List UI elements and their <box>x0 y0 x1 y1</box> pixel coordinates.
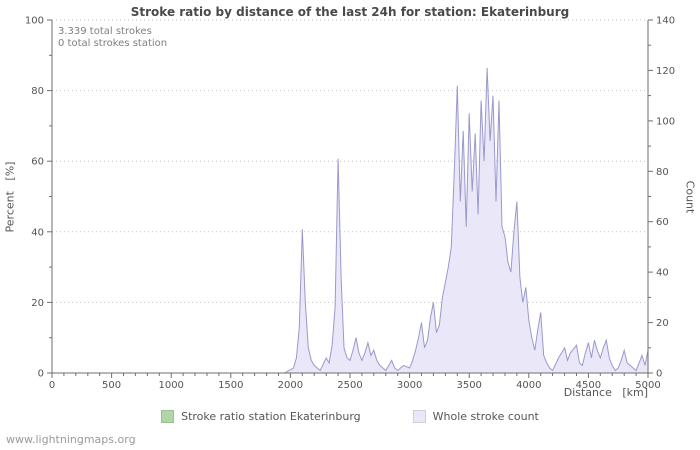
series-area <box>52 67 649 374</box>
legend-swatch-stroke-ratio <box>161 410 175 423</box>
svg-text:0: 0 <box>38 369 44 380</box>
svg-text:120: 120 <box>656 66 675 77</box>
chart-legend: Stroke ratio station Ekaterinburg Whole … <box>0 410 700 423</box>
svg-text:500: 500 <box>102 380 121 391</box>
svg-text:140: 140 <box>656 16 675 27</box>
annotation-text: 0 total strokes station <box>58 38 167 49</box>
chart-title: Stroke ratio by distance of the last 24h… <box>130 5 570 19</box>
svg-text:1000: 1000 <box>158 380 183 391</box>
svg-text:40: 40 <box>31 227 44 238</box>
svg-text:100: 100 <box>25 16 44 27</box>
legend-label-whole-stroke-count: Whole stroke count <box>432 410 539 423</box>
svg-text:20: 20 <box>656 318 669 329</box>
svg-text:0: 0 <box>656 369 662 380</box>
svg-text:5000: 5000 <box>635 380 660 391</box>
svg-text:80: 80 <box>31 86 44 97</box>
legend-item-whole-stroke-count: Whole stroke count <box>412 410 539 423</box>
legend-item-stroke-ratio: Stroke ratio station Ekaterinburg <box>161 410 361 423</box>
svg-text:40: 40 <box>656 268 669 279</box>
chart-plot: 0 500 1000 1500 2000 2500 3000 3500 4000 4500 5000… <box>25 16 675 392</box>
legend-swatch-whole-stroke-count <box>412 410 426 423</box>
svg-text:3500: 3500 <box>456 380 481 391</box>
x-axis-label: Distance [km] <box>563 386 648 399</box>
svg-text:4000: 4000 <box>516 380 541 391</box>
legend-label-stroke-ratio: Stroke ratio station Ekaterinburg <box>181 410 361 423</box>
annotation-text: 3.339 total strokes <box>58 26 152 37</box>
svg-text:60: 60 <box>656 217 669 228</box>
svg-text:2000: 2000 <box>278 380 303 391</box>
svg-text:4500: 4500 <box>576 380 601 391</box>
site-watermark: www.lightningmaps.org <box>6 433 136 446</box>
svg-text:1500: 1500 <box>218 380 243 391</box>
svg-text:2500: 2500 <box>337 380 362 391</box>
svg-text:3000: 3000 <box>397 380 422 391</box>
svg-text:80: 80 <box>656 167 669 178</box>
left-axis-label: Percent [%] <box>3 161 17 233</box>
right-axis-label: Count <box>683 180 697 214</box>
svg-text:60: 60 <box>31 157 44 168</box>
svg-text:100: 100 <box>656 116 675 127</box>
svg-text:20: 20 <box>31 298 44 309</box>
svg-text:0: 0 <box>49 380 55 391</box>
